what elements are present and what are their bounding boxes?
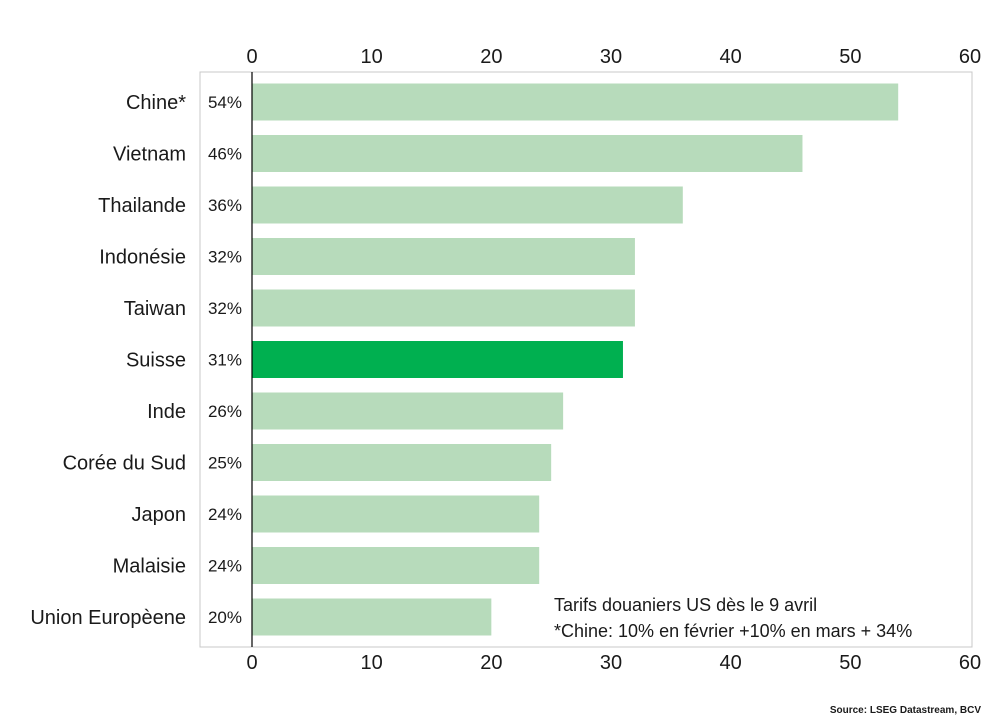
category-label-9: Malaisie	[113, 556, 186, 578]
top-axis-ticks: 0 10 20 30 40 50 60	[246, 46, 981, 68]
bar-6	[252, 392, 564, 430]
category-label-2: Thailande	[98, 195, 186, 217]
bar-5	[252, 341, 623, 378]
category-label-1: Vietnam	[113, 144, 186, 166]
data-label-10: 20%	[208, 608, 242, 627]
source-note: Source: LSEG Datastream, BCV	[830, 705, 981, 716]
category-label-4: Taiwan	[124, 298, 186, 320]
data-label-4: 32%	[208, 299, 242, 318]
data-label-1: 46%	[208, 145, 242, 164]
top-tick-label-0: 0	[246, 46, 257, 68]
bottom-tick-label-5: 50	[839, 652, 861, 674]
category-label-8: Japon	[132, 504, 187, 526]
bar-1	[252, 135, 803, 172]
data-label-9: 24%	[208, 557, 242, 576]
top-tick-label-3: 30	[600, 46, 622, 68]
category-label-0: Chine*	[126, 92, 186, 114]
bar-0	[252, 83, 899, 121]
bottom-tick-label-2: 20	[480, 652, 502, 674]
bar-9	[252, 547, 540, 584]
data-label-2: 36%	[208, 196, 242, 215]
bar-3	[252, 238, 635, 275]
bar-4	[252, 289, 635, 327]
annotation-line-1: Tarifs douaniers US dès le 9 avril	[554, 595, 817, 615]
bottom-tick-label-3: 30	[600, 652, 622, 674]
top-tick-label-5: 50	[839, 46, 861, 68]
bottom-tick-label-6: 60	[959, 652, 981, 674]
category-label-10: Union Europèene	[30, 607, 186, 629]
data-label-5: 31%	[208, 351, 242, 370]
data-label-8: 24%	[208, 505, 242, 524]
top-tick-label-1: 10	[361, 46, 383, 68]
category-label-3: Indonésie	[99, 247, 186, 269]
bar-10	[252, 598, 492, 636]
data-labels: 54% 46% 36% 32% 32% 31% 26% 25% 24% 24% 20%	[208, 93, 242, 627]
bottom-axis-ticks: 0 10 20 30 40 50 60	[246, 652, 981, 674]
category-labels: Chine* Vietnam Thailande Indonésie Taiwan Sui…	[30, 92, 186, 629]
category-label-5: Suisse	[126, 350, 186, 372]
data-label-6: 26%	[208, 402, 242, 421]
top-tick-label-4: 40	[720, 46, 742, 68]
data-label-3: 32%	[208, 248, 242, 267]
bar-2	[252, 186, 683, 224]
data-label-7: 25%	[208, 454, 242, 473]
category-label-7: Corée du Sud	[63, 453, 186, 475]
bottom-tick-label-1: 10	[361, 652, 383, 674]
bottom-tick-label-4: 40	[720, 652, 742, 674]
plot-frame	[199, 71, 973, 648]
data-label-0: 54%	[208, 93, 242, 112]
annotation-line-2: *Chine: 10% en février +10% en mars + 34…	[554, 621, 912, 641]
bars-group	[252, 83, 899, 636]
bottom-tick-label-0: 0	[246, 652, 257, 674]
category-label-6: Inde	[147, 401, 186, 423]
top-tick-label-6: 60	[959, 46, 981, 68]
bar-8	[252, 495, 540, 533]
bar-7	[252, 444, 552, 481]
top-tick-label-2: 20	[480, 46, 502, 68]
